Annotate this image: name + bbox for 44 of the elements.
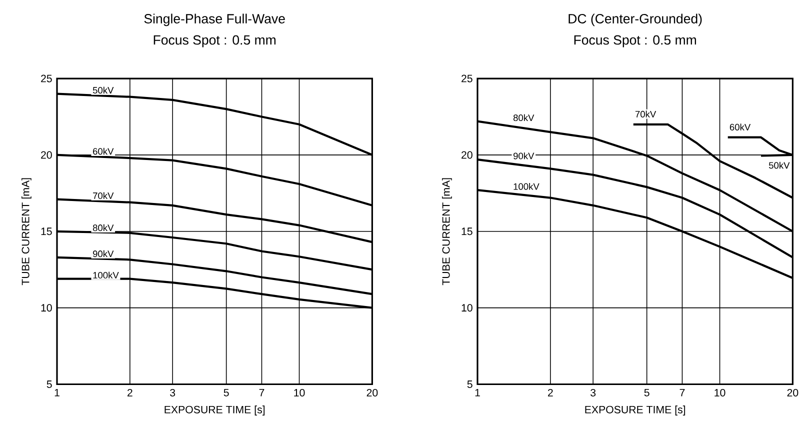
series-label: 90kV bbox=[93, 250, 114, 257]
series-label: 50kV bbox=[768, 162, 790, 169]
series-label: 100kV bbox=[514, 182, 540, 190]
y-tick-label: 20 bbox=[462, 151, 472, 159]
series-label: 90kV bbox=[513, 152, 534, 160]
x-tick-label: 20 bbox=[366, 388, 378, 396]
chart-title: DC (Center-Grounded) bbox=[568, 14, 702, 26]
series-label: 60kV bbox=[730, 124, 751, 130]
y-tick-label: 5 bbox=[46, 380, 52, 388]
series-label: 70kV bbox=[93, 192, 114, 199]
chart-title: Single-Phase Full-Wave bbox=[144, 14, 285, 26]
y-axis-title: TUBE CURRENT [mA] bbox=[22, 178, 32, 285]
x-tick-label: 7 bbox=[259, 388, 264, 396]
y-tick-label: 5 bbox=[467, 380, 472, 388]
x-axis-title: EXPOSURE TIME [s] bbox=[585, 405, 686, 416]
y-tick-label: 15 bbox=[41, 228, 52, 235]
x-tick-label: 2 bbox=[548, 388, 553, 396]
series-label: 80kV bbox=[513, 114, 534, 121]
y-tick-label: 25 bbox=[462, 74, 472, 82]
y-tick-label: 10 bbox=[462, 304, 472, 312]
series-label: 70kV bbox=[635, 110, 656, 118]
x-tick-label: 1 bbox=[54, 388, 60, 396]
x-tick-label: 10 bbox=[714, 388, 726, 396]
y-axis-title: TUBE CURRENT [mA] bbox=[442, 178, 452, 285]
x-tick-label: 3 bbox=[170, 388, 176, 396]
chart-subtitle: Focus Spot : 0.5 mm bbox=[154, 35, 276, 48]
x-axis-title: EXPOSURE TIME [s] bbox=[164, 405, 265, 416]
x-tick-label: 20 bbox=[787, 388, 798, 396]
x-tick-label: 10 bbox=[294, 388, 305, 396]
y-tick-label: 25 bbox=[41, 74, 52, 82]
series-label: 80kV bbox=[92, 224, 114, 231]
x-tick-label: 5 bbox=[224, 388, 229, 396]
chart-subtitle: Focus Spot : 0.5 mm bbox=[574, 35, 696, 48]
x-tick-label: 2 bbox=[128, 388, 132, 396]
series-label: 60kV bbox=[93, 148, 114, 155]
y-tick-label: 20 bbox=[41, 151, 52, 159]
x-tick-label: 1 bbox=[475, 388, 480, 396]
y-tick-label: 15 bbox=[462, 228, 472, 235]
series-label: 100kV bbox=[93, 272, 119, 278]
x-tick-label: 5 bbox=[644, 388, 650, 396]
y-tick-label: 10 bbox=[41, 304, 52, 312]
series-label: 50kV bbox=[92, 86, 114, 94]
x-tick-label: 3 bbox=[590, 388, 596, 396]
x-tick-label: 7 bbox=[680, 388, 685, 396]
